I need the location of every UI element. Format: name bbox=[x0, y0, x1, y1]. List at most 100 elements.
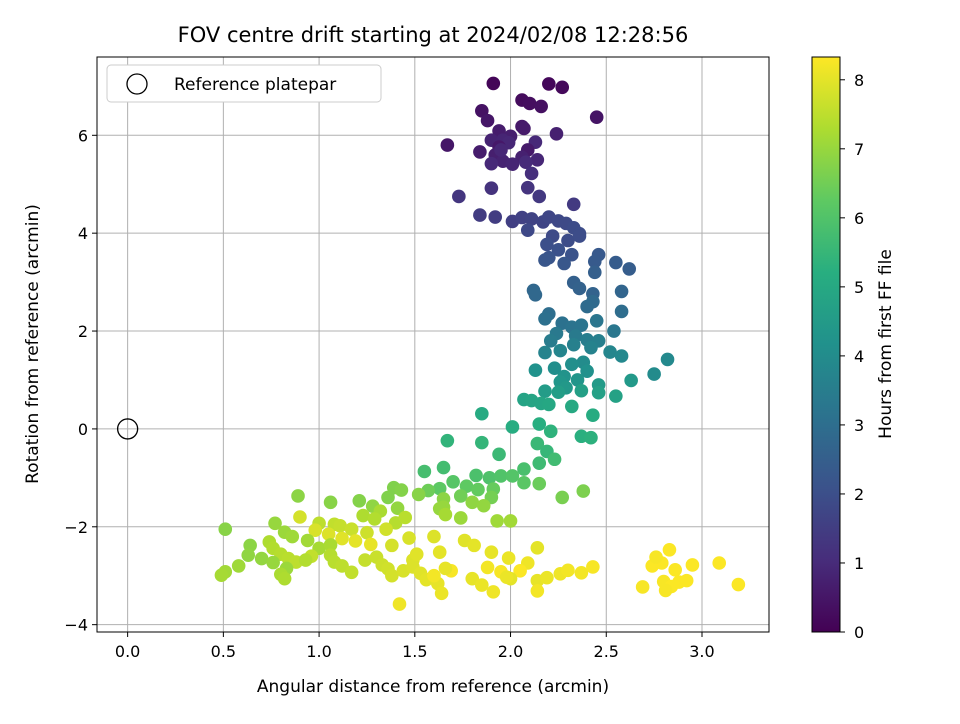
data-point bbox=[589, 313, 604, 328]
data-point bbox=[356, 508, 370, 523]
colorbar-tick-label: 2 bbox=[854, 485, 864, 504]
data-point bbox=[712, 556, 727, 570]
data-point bbox=[542, 77, 556, 91]
data-point bbox=[658, 583, 673, 598]
data-point bbox=[427, 568, 441, 583]
data-point bbox=[409, 547, 424, 561]
data-point bbox=[300, 533, 315, 548]
data-point bbox=[530, 584, 545, 598]
data-point bbox=[344, 565, 359, 580]
x-tick-label: 1.0 bbox=[306, 642, 331, 661]
data-point bbox=[469, 468, 483, 483]
legend: Reference platepar bbox=[106, 64, 382, 103]
data-point bbox=[476, 498, 491, 513]
axes-frame bbox=[96, 56, 770, 633]
data-point bbox=[480, 113, 495, 128]
data-point bbox=[321, 527, 336, 541]
data-point bbox=[392, 597, 407, 611]
data-point bbox=[417, 464, 432, 479]
data-point bbox=[549, 127, 564, 141]
data-point bbox=[522, 96, 537, 111]
data-point bbox=[484, 181, 499, 195]
legend-box bbox=[106, 64, 382, 103]
data-point bbox=[293, 510, 307, 524]
data-point bbox=[390, 501, 405, 515]
colorbar-tick-label: 8 bbox=[854, 71, 864, 90]
y-tick-label: −2 bbox=[64, 518, 88, 537]
data-point bbox=[574, 383, 589, 398]
data-point bbox=[333, 519, 347, 533]
data-point bbox=[367, 512, 382, 526]
data-point bbox=[614, 284, 629, 299]
data-point bbox=[538, 253, 552, 267]
data-point bbox=[363, 537, 378, 552]
data-point bbox=[348, 534, 363, 548]
data-point bbox=[553, 343, 568, 358]
data-point bbox=[660, 352, 675, 367]
data-point bbox=[532, 417, 547, 431]
data-point bbox=[268, 516, 282, 531]
data-point bbox=[298, 553, 313, 567]
data-point bbox=[570, 373, 585, 387]
data-point bbox=[662, 542, 677, 557]
data-point bbox=[453, 511, 468, 525]
colorbar-tick-label: 6 bbox=[854, 209, 864, 228]
data-point bbox=[475, 406, 489, 421]
x-tick-label: 1.5 bbox=[402, 642, 427, 661]
colorbar-tick-label: 3 bbox=[854, 416, 864, 435]
data-point bbox=[277, 571, 292, 586]
y-tick-label: 6 bbox=[78, 126, 88, 145]
data-point bbox=[459, 479, 474, 493]
data-point bbox=[358, 553, 372, 567]
data-point bbox=[505, 420, 520, 434]
data-point bbox=[381, 490, 395, 505]
data-point bbox=[266, 555, 280, 570]
data-point bbox=[647, 367, 661, 381]
data-point bbox=[574, 318, 589, 332]
data-point bbox=[475, 578, 489, 592]
data-point bbox=[530, 436, 545, 451]
data-point bbox=[344, 522, 359, 537]
data-point bbox=[231, 559, 246, 573]
chart-title: FOV centre drift starting at 2024/02/08 … bbox=[178, 23, 689, 47]
data-point bbox=[685, 558, 700, 572]
data-point bbox=[524, 166, 539, 181]
data-point bbox=[473, 208, 487, 222]
data-point bbox=[467, 538, 481, 553]
data-point bbox=[614, 349, 629, 363]
data-point bbox=[335, 531, 349, 546]
reference-marker-layer bbox=[116, 418, 139, 440]
data-point bbox=[580, 299, 594, 314]
data-point bbox=[609, 389, 623, 403]
data-point bbox=[440, 433, 455, 448]
data-point bbox=[438, 507, 453, 522]
data-point bbox=[607, 324, 621, 338]
data-point bbox=[452, 189, 466, 204]
x-tick-label: 2.0 bbox=[498, 642, 523, 661]
data-point bbox=[555, 490, 570, 505]
data-point bbox=[609, 255, 623, 270]
x-tick-label: 0.5 bbox=[211, 642, 236, 661]
data-point bbox=[528, 363, 543, 377]
colorbar-label: Hours from first FF file bbox=[876, 249, 896, 439]
data-point bbox=[517, 121, 531, 136]
data-point bbox=[335, 559, 349, 573]
data-point bbox=[584, 340, 598, 355]
data-point bbox=[490, 514, 504, 528]
data-point bbox=[532, 476, 547, 491]
colorbar-tick-label: 0 bbox=[854, 623, 864, 642]
data-point bbox=[565, 247, 579, 262]
data-point bbox=[622, 262, 637, 276]
data-point bbox=[542, 397, 556, 412]
data-point bbox=[547, 452, 562, 467]
data-point bbox=[432, 481, 447, 496]
reference-platepar-marker bbox=[116, 418, 139, 440]
data-point bbox=[591, 385, 606, 400]
data-point bbox=[520, 180, 535, 195]
data-point bbox=[475, 104, 489, 118]
x-axis-ticks: 0.0 0.5 1.0 1.5 2.0 2.5 3.0 bbox=[115, 632, 715, 661]
data-point bbox=[513, 564, 527, 578]
data-point bbox=[576, 484, 591, 498]
data-point bbox=[394, 483, 409, 497]
